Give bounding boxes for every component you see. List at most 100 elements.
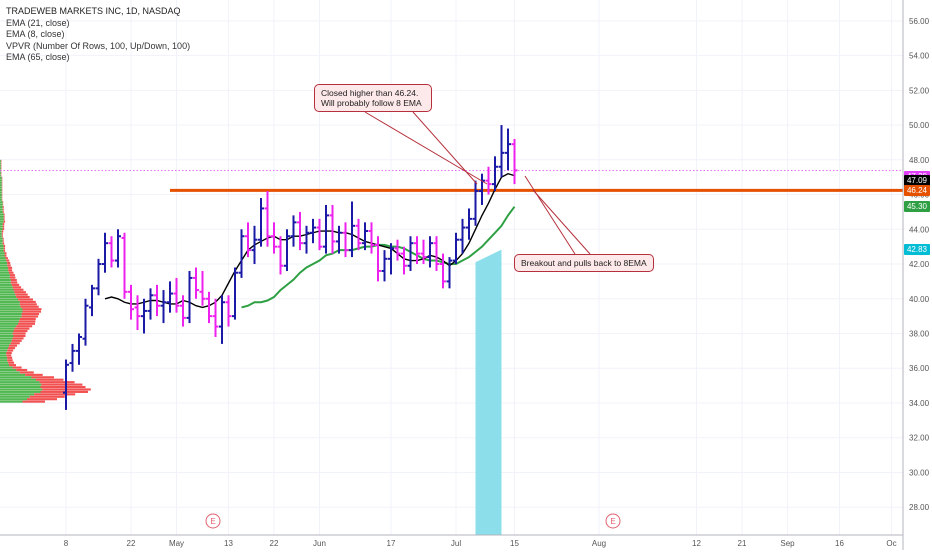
vpvr-bar-down xyxy=(4,254,7,257)
vpvr-bar-up xyxy=(0,388,43,391)
vpvr-bar-up xyxy=(0,181,2,184)
vpvr-bar-down xyxy=(7,261,11,265)
chart-title: TRADEWEB MARKETS INC, 1D, NASDAQ xyxy=(6,6,181,16)
vpvr-bar-up xyxy=(0,295,17,299)
vpvr-bar-down xyxy=(1,176,3,179)
vpvr-bar-down xyxy=(22,400,45,403)
vpvr-bar-down xyxy=(7,359,13,362)
vpvr-bar-up xyxy=(0,237,3,240)
vpvr-bar-down xyxy=(22,310,41,313)
vpvr-bar-down xyxy=(0,171,2,175)
vpvr-bar-down xyxy=(19,371,34,374)
vpvr-bar-up xyxy=(0,371,20,374)
vpvr-bar-up xyxy=(0,373,26,376)
time-tick-label: 22 xyxy=(127,539,136,548)
vpvr-bar-up xyxy=(0,261,8,265)
annotation-bottom[interactable]: Breakout and pulls back to 8EMA xyxy=(514,254,654,272)
vpvr-bar-up xyxy=(0,198,2,201)
annotation-top[interactable]: Closed higher than 46.24. Will probably … xyxy=(314,84,432,112)
vpvr-bar-down xyxy=(2,237,4,240)
vpvr-bar-down xyxy=(3,244,6,248)
earnings-marker-icon xyxy=(605,513,621,529)
vpvr-bar-up xyxy=(0,317,20,321)
vpvr-bar-up xyxy=(0,325,17,328)
vpvr-bar-up xyxy=(0,313,22,316)
vpvr-bar-up xyxy=(0,188,2,192)
vpvr-bar-down xyxy=(2,203,4,206)
vpvr-bar-up xyxy=(0,298,18,301)
vpvr-bar-up xyxy=(0,393,35,396)
vpvr-bar-up xyxy=(0,159,1,162)
annotation-pointer xyxy=(532,189,591,255)
vpvr-bar-down xyxy=(2,210,4,214)
vpvr-bar-down xyxy=(10,342,20,345)
vpvr-bar-up xyxy=(0,235,2,238)
vpvr-bar-down xyxy=(8,347,16,350)
price-tick-label: 30.00 xyxy=(909,468,930,477)
vpvr-bar-up xyxy=(0,337,13,340)
vpvr-bar-down xyxy=(2,223,5,226)
vpvr-bar-up xyxy=(0,308,23,311)
vpvr-bar-up xyxy=(0,206,3,209)
vpvr-bar-down xyxy=(13,334,26,338)
vpvr-bar-down xyxy=(1,230,4,233)
legend-ema21[interactable]: EMA (21, close) xyxy=(6,17,70,28)
legend-vpvr[interactable]: VPVR (Number Of Rows, 100, Up/Down, 100) xyxy=(6,40,191,51)
time-tick-label: 12 xyxy=(692,539,701,548)
vpvr-bar-up xyxy=(0,223,3,226)
vpvr-bar-down xyxy=(9,274,15,277)
vpvr-bar-up xyxy=(0,257,6,260)
vpvr-bar-down xyxy=(13,288,24,291)
price-tick-label: 36.00 xyxy=(909,364,930,373)
vpvr-bar-down xyxy=(21,313,40,316)
vpvr-bar-down xyxy=(1,184,3,187)
vpvr-bar-up xyxy=(0,244,4,248)
vpvr-bar-up xyxy=(0,240,3,243)
vpvr-bar-down xyxy=(2,225,5,228)
vpvr-bar-up xyxy=(0,293,16,296)
legend-ema65[interactable]: EMA (65, close) xyxy=(6,52,70,62)
vpvr-bar-down xyxy=(2,208,4,211)
price-label-tag: 45.30 xyxy=(903,201,930,213)
vpvr-bar-up xyxy=(0,247,4,250)
vpvr-bar-up xyxy=(0,400,23,403)
vpvr-bar-down xyxy=(29,395,65,398)
vpvr-bar-down xyxy=(1,181,3,184)
time-tick-label: 15 xyxy=(510,539,519,548)
vpvr-bar-up xyxy=(0,176,2,179)
chart-legend: TRADEWEB MARKETS INC, 1D, NASDAQ EMA (21… xyxy=(6,6,190,64)
vpvr-bar-up xyxy=(0,286,13,289)
vpvr-bar-up xyxy=(0,269,9,272)
earnings-marker-icon xyxy=(205,513,221,529)
vpvr-bar-down xyxy=(41,383,83,386)
vpvr-bar-up xyxy=(0,254,5,257)
vpvr-bar-up xyxy=(0,300,20,303)
vpvr-bar-down xyxy=(21,315,39,318)
vpvr-bar-down xyxy=(3,215,5,218)
price-tick-label: 50.00 xyxy=(909,121,930,130)
price-tick-label: 28.00 xyxy=(909,503,930,512)
vpvr-bar-up xyxy=(0,274,10,277)
vpvr-bar-up xyxy=(0,322,18,325)
vpvr-bar-up xyxy=(0,230,2,233)
time-tick-label: 22 xyxy=(270,539,279,548)
vpvr-bar-down xyxy=(0,167,2,170)
vpvr-bar-up xyxy=(0,366,13,369)
vpvr-bar-down xyxy=(27,398,57,401)
price-tick-label: 34.00 xyxy=(909,399,930,408)
earnings-marker-label: E xyxy=(610,517,615,526)
time-tick-label: 21 xyxy=(738,539,747,548)
vpvr-bar-up xyxy=(0,215,4,218)
vpvr-bar-up xyxy=(0,327,15,330)
vpvr-bar-up xyxy=(0,184,2,187)
vpvr-bar-up xyxy=(0,334,14,338)
vpvr-bar-down xyxy=(12,332,26,335)
legend-ema8[interactable]: EMA (8, close) xyxy=(6,29,65,39)
vpvr-bar-up xyxy=(0,264,8,267)
vpvr-bar-down xyxy=(1,196,3,199)
vpvr-bar-down xyxy=(3,247,6,250)
time-tick-label: 16 xyxy=(835,539,844,548)
price-tick-label: 32.00 xyxy=(909,434,930,443)
